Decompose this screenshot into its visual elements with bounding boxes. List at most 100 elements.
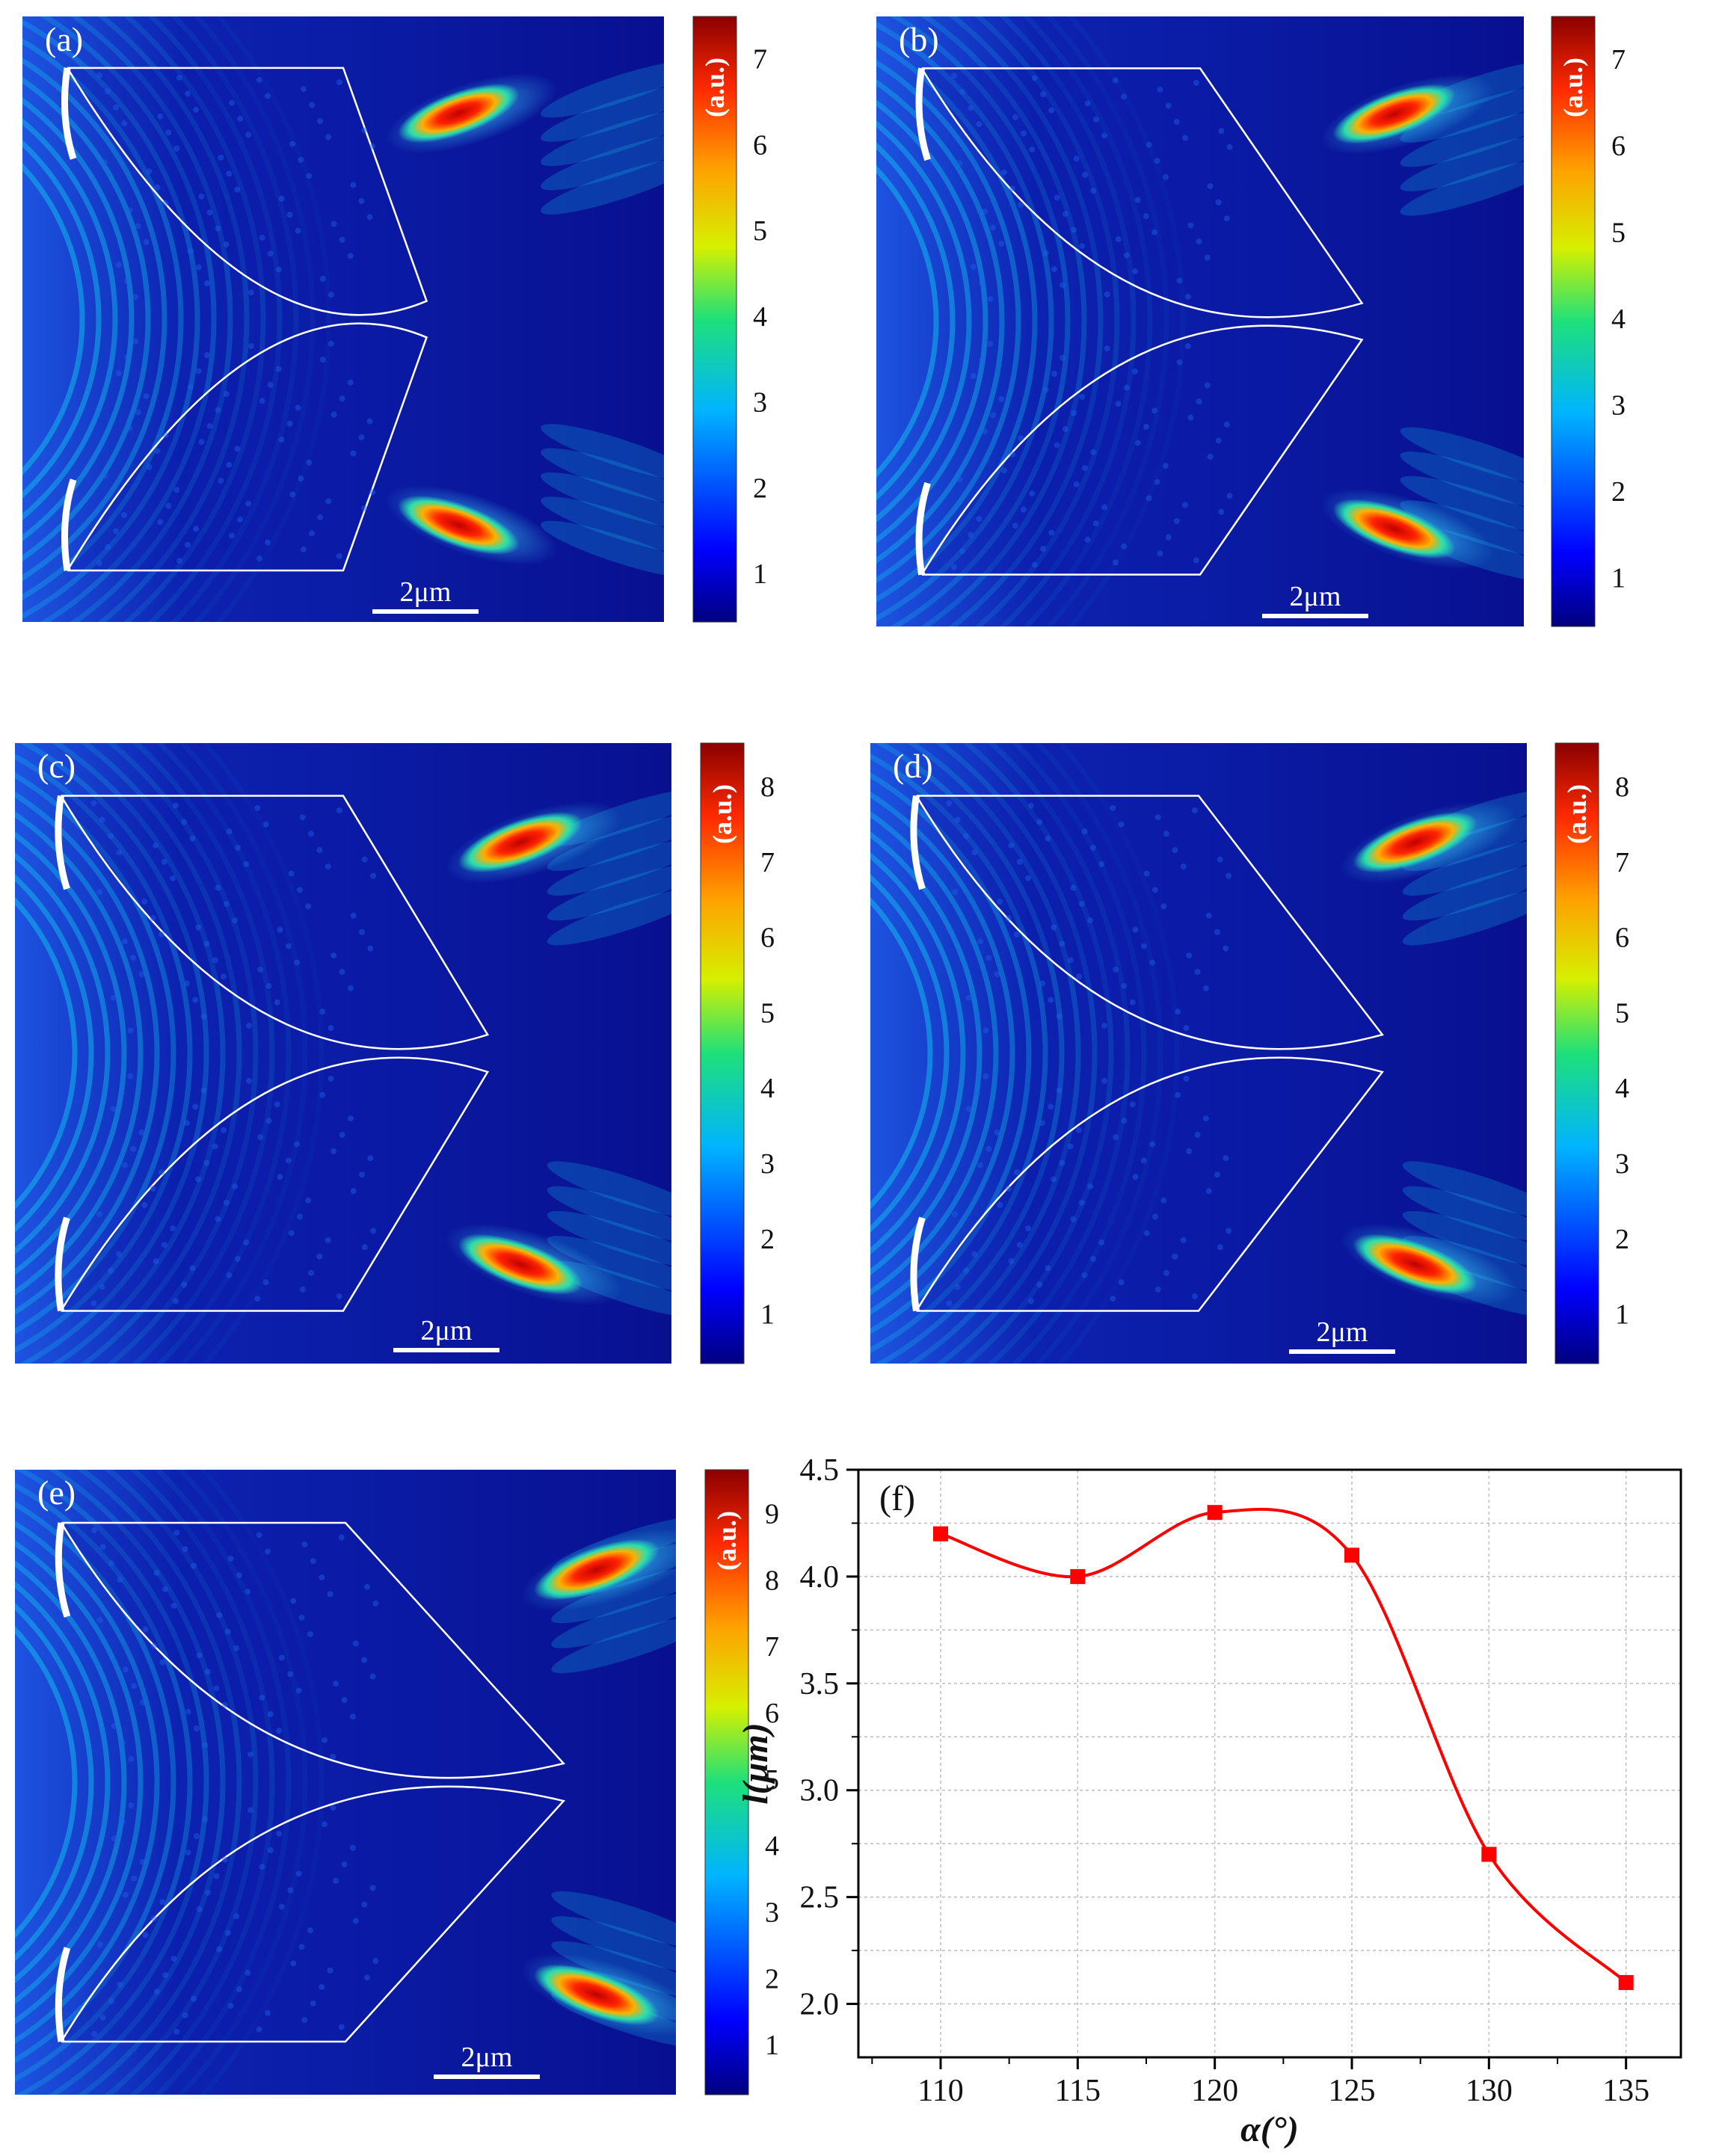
lower-lens-outline <box>920 324 1364 576</box>
colorbar-tick-label: 2 <box>765 1963 779 1995</box>
colorbar-tick-label: 4 <box>753 301 767 333</box>
upper-focus-hotspot <box>534 1539 659 1601</box>
lower-focus-hotspot <box>398 495 520 555</box>
colorbar-tick-label: 3 <box>753 387 767 419</box>
colorbar-tick-label: 4 <box>1611 304 1626 335</box>
colorbar-tick-label: 8 <box>765 1565 779 1596</box>
lower-reflector <box>55 1216 70 1312</box>
field-map <box>15 1470 676 2095</box>
colorbar-unit-label: (a.u.) <box>712 1511 742 1571</box>
colorbar-tick-label: 1 <box>1615 1299 1629 1331</box>
colorbar-tick-label: 5 <box>760 997 775 1029</box>
colorbar-unit-label: (a.u.) <box>707 784 737 844</box>
y-axis-label: l(μm) <box>736 1722 775 1804</box>
colorbar-tick-label: 6 <box>1615 923 1629 954</box>
x-tick-label: 130 <box>1466 2074 1513 2108</box>
chart-panel-label: (f) <box>879 1479 915 1518</box>
colorbar-tick-label: 3 <box>1611 390 1626 422</box>
y-tick-label: 2.5 <box>800 1881 840 1915</box>
colorbar-tick-label: 3 <box>1615 1148 1629 1180</box>
x-tick-label: 110 <box>917 2074 963 2108</box>
field-map <box>870 743 1527 1364</box>
upper-reflector <box>55 1522 71 1618</box>
panel-letter: (d) <box>893 747 933 785</box>
colorbar-tick-label: 1 <box>765 2030 779 2061</box>
field-map-panel: (a) 2μm (a.u.) 1 2 3 4 5 6 7 <box>22 16 767 623</box>
scale-bar-label: 2μm <box>1317 1316 1368 1348</box>
lower-focus-hotspot <box>1332 499 1456 559</box>
panel-letter: (a) <box>45 20 83 58</box>
colorbar-tick-label: 1 <box>753 558 767 590</box>
colorbar-tick-label: 5 <box>1615 997 1629 1029</box>
x-tick-label: 135 <box>1602 2074 1649 2108</box>
upper-lens-outline <box>60 795 490 1050</box>
lower-reflector <box>61 478 77 571</box>
panel-letter: (b) <box>899 20 939 58</box>
upper-lens-outline <box>920 67 1364 318</box>
colorbar-tick-label: 7 <box>760 847 775 878</box>
upper-focus-hotspot <box>1332 84 1456 144</box>
colorbar <box>700 742 745 1364</box>
data-point <box>1070 1568 1086 1584</box>
colorbar-tick-label: 4 <box>760 1073 775 1104</box>
x-axis-label: α(°) <box>1240 2110 1299 2149</box>
upper-lens-outline <box>915 795 1384 1050</box>
colorbar-tick-label: 6 <box>753 129 767 161</box>
line-chart-f: 110 115 120 125 130 1352.02.53.03.54.04.5α(°)… <box>736 1453 1682 2149</box>
scale-bar-label: 2μm <box>461 2042 513 2073</box>
lower-reflector <box>55 1947 71 2042</box>
data-point <box>1481 1847 1497 1862</box>
colorbar-tick-label: 4 <box>1615 1073 1629 1104</box>
colorbar-unit-label: (a.u.) <box>700 58 730 117</box>
x-tick-label: 115 <box>1055 2074 1101 2108</box>
y-tick-label: 2.0 <box>800 1988 840 2022</box>
colorbar-tick-label: 5 <box>1611 217 1626 248</box>
field-map-panel: (c) 2μm (a.u.) 1 2 3 4 5 6 7 8 <box>15 742 775 1364</box>
colorbar <box>692 16 737 623</box>
colorbar-tick-label: 6 <box>765 1698 779 1729</box>
scale-bar-label: 2μm <box>421 1315 473 1346</box>
field-map <box>876 16 1524 626</box>
field-map-panel: (d) 2μm (a.u.) 1 2 3 4 5 6 7 8 <box>870 742 1629 1364</box>
field-map <box>22 16 664 622</box>
colorbar-tick-label: 2 <box>760 1224 775 1255</box>
colorbar-tick-label: 8 <box>1615 771 1629 803</box>
colorbar-tick-label: 9 <box>765 1499 779 1530</box>
y-tick-label: 4.0 <box>800 1560 840 1595</box>
plot-frame <box>857 1468 1682 2059</box>
series-line <box>940 1507 1628 1984</box>
scale-bar-label: 2μm <box>1290 581 1341 612</box>
y-tick-label: 4.5 <box>800 1453 840 1488</box>
colorbar-tick-label: 1 <box>1611 563 1626 594</box>
field-map-panel: (b) 2μm (a.u.) 1 2 3 4 5 6 7 <box>876 16 1626 627</box>
field-map <box>15 743 671 1364</box>
colorbar-tick-label: 2 <box>753 472 767 504</box>
lower-focus-hotspot <box>1353 1233 1477 1295</box>
lower-focus-hotspot <box>534 1964 659 2026</box>
colorbar-tick-label: 3 <box>765 1897 779 1928</box>
upper-focus-hotspot <box>398 83 520 144</box>
colorbar-tick-label: 2 <box>1615 1224 1629 1255</box>
data-point <box>1344 1547 1359 1563</box>
colorbar-unit-label: (a.u.) <box>1562 784 1592 844</box>
y-tick-label: 3.5 <box>800 1667 840 1701</box>
upper-reflector <box>55 795 70 890</box>
lower-lens-outline <box>60 1785 566 2043</box>
colorbar-tick-label: 1 <box>760 1299 775 1331</box>
upper-reflector <box>910 795 926 890</box>
data-point <box>1618 1974 1634 1990</box>
upper-reflector <box>915 67 931 161</box>
lower-focus-hotspot <box>458 1233 583 1295</box>
upper-lens-outline <box>66 67 428 316</box>
colorbar-tick-label: 5 <box>753 215 767 247</box>
colorbar-tick-label: 7 <box>753 44 767 76</box>
panel-letter: (e) <box>37 1473 76 1512</box>
colorbar-tick-label: 7 <box>765 1631 779 1663</box>
colorbar-unit-label: (a.u.) <box>1558 58 1588 117</box>
y-tick-label: 3.0 <box>800 1774 840 1808</box>
upper-focus-hotspot <box>1353 812 1477 873</box>
lower-lens-outline <box>60 1056 490 1312</box>
data-point <box>933 1526 948 1541</box>
colorbar-tick-label: 8 <box>760 771 775 803</box>
lower-reflector <box>915 481 931 576</box>
